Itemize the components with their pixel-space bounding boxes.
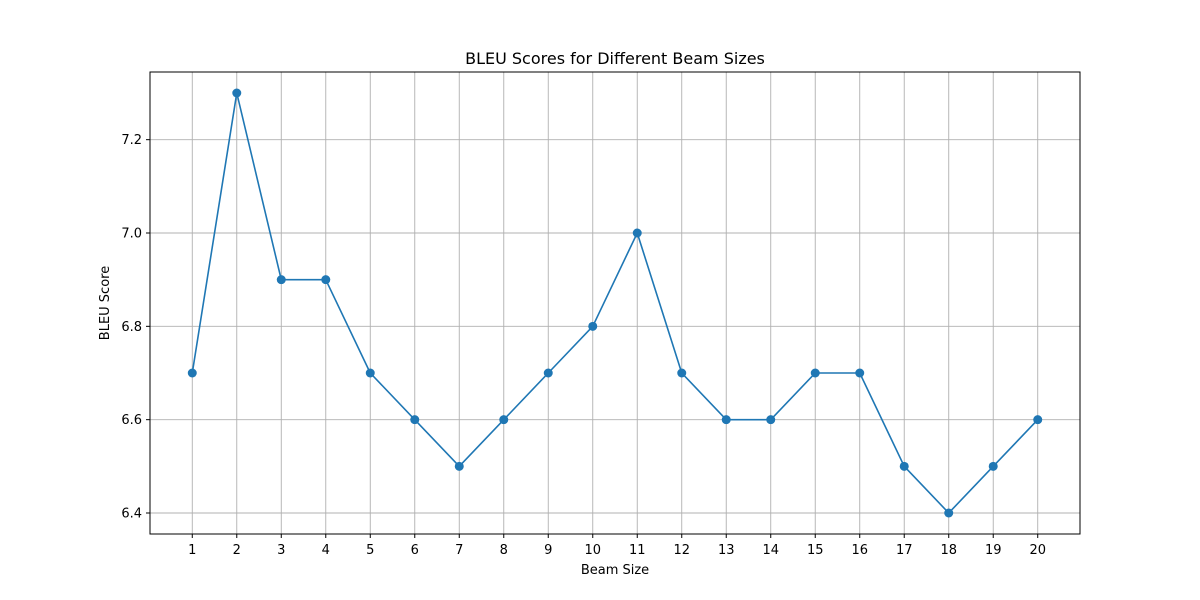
- y-tick-label: 6.6: [121, 413, 142, 428]
- data-point: [454, 461, 464, 471]
- data-point: [187, 368, 197, 378]
- x-tick-label: 20: [1029, 543, 1046, 558]
- x-tick-label: 9: [544, 543, 552, 558]
- x-tick-label: 1: [188, 543, 196, 558]
- data-point: [988, 461, 998, 471]
- data-point: [232, 88, 242, 98]
- data-point: [944, 508, 954, 518]
- x-tick-label: 11: [629, 543, 646, 558]
- data-point: [1033, 415, 1043, 425]
- data-point: [632, 228, 642, 238]
- data-point: [276, 275, 286, 285]
- y-tick-label: 7.0: [121, 227, 142, 242]
- x-tick-label: 13: [718, 543, 735, 558]
- x-tick-label: 8: [500, 543, 508, 558]
- series: [187, 88, 1043, 518]
- x-tick-label: 17: [896, 543, 913, 558]
- data-point: [855, 368, 865, 378]
- plot-frame: [149, 71, 1081, 535]
- x-tick-label: 18: [940, 543, 957, 558]
- chart-title: BLEU Scores for Different Beam Sizes: [465, 49, 765, 68]
- x-axis-title: Beam Size: [581, 563, 649, 578]
- y-axis-title: BLEU Score: [98, 266, 113, 340]
- data-point: [899, 461, 909, 471]
- data-point: [365, 368, 375, 378]
- data-point: [810, 368, 820, 378]
- x-tick-label: 16: [851, 543, 868, 558]
- x-tick-label: 14: [762, 543, 779, 558]
- x-tick-label: 6: [411, 543, 419, 558]
- x-tick-label: 12: [673, 543, 690, 558]
- y-tick-label: 6.4: [121, 507, 142, 522]
- x-tick-label: 4: [322, 543, 330, 558]
- data-point: [766, 415, 776, 425]
- data-point: [543, 368, 553, 378]
- x-tick-label: 15: [807, 543, 824, 558]
- data-point: [321, 275, 331, 285]
- data-point: [677, 368, 687, 378]
- x-tick-label: 5: [366, 543, 374, 558]
- data-point: [588, 321, 598, 331]
- data-point: [499, 415, 509, 425]
- x-tick-label: 19: [985, 543, 1002, 558]
- x-tick-label: 10: [584, 543, 601, 558]
- grid: [150, 72, 1080, 534]
- data-point: [721, 415, 731, 425]
- y-tick-label: 6.8: [121, 320, 142, 335]
- data-point: [410, 415, 420, 425]
- series-line: [191, 92, 1039, 514]
- x-tick-label: 3: [277, 543, 285, 558]
- y-tick-label: 7.2: [121, 133, 142, 148]
- x-tick-label: 7: [455, 543, 463, 558]
- x-tick-label: 2: [233, 543, 241, 558]
- axis-ticks: 1 2 3 4 5 6 7 8 9 10 11 12 13 14 15 16 17 18 19 206.46.66.8…: [121, 133, 1046, 558]
